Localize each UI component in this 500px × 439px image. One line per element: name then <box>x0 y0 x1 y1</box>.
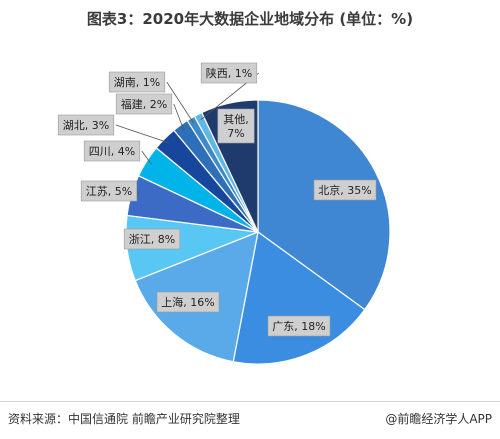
slice-label-box <box>57 114 115 136</box>
slice-label-text: 其他, <box>223 113 249 126</box>
slice-label-box <box>267 315 331 337</box>
slice-label-3: 上海, 16% <box>156 291 220 313</box>
footer-divider <box>0 401 500 402</box>
slice-label-9: 湖南, 1% <box>108 71 166 93</box>
slice-label-8: 福建, 2% <box>115 93 173 115</box>
brand-credit: @前瞻经济学人APP <box>385 412 492 426</box>
slice-label-box <box>217 108 255 144</box>
pie-slice-2 <box>232 230 366 365</box>
pie-chart: 北京, 35% 广东, 18% 上海, 16% 浙江, 8% 江苏, 5% 四川, 4% 湖… <box>57 62 391 365</box>
slice-label-box <box>123 228 181 250</box>
leader-line-5 <box>136 190 140 197</box>
slice-label-4: 浙江, 8% <box>123 228 181 250</box>
slice-label-11: 其他,7% <box>217 108 255 144</box>
leader-line-7 <box>115 124 170 144</box>
slice-label-7: 湖北, 3% <box>57 114 115 136</box>
slice-label-1: 北京, 35% <box>313 179 377 201</box>
slice-label-text: 四川, 4% <box>89 145 135 158</box>
slice-label-5: 江苏, 5% <box>80 180 138 202</box>
slice-label-box <box>200 62 258 84</box>
slice-label-text: 陕西, 1% <box>206 66 252 80</box>
leader-line-8 <box>173 103 185 131</box>
slice-labels: 北京, 35% 广东, 18% 上海, 16% 浙江, 8% 江苏, 5% 四川, 4% 湖… <box>57 62 377 337</box>
slice-label-text: 福建, 2% <box>121 97 167 111</box>
slice-label-text: 湖北, 3% <box>63 119 109 132</box>
slice-label-box <box>313 179 377 201</box>
slice-label-text: 7% <box>227 127 244 140</box>
source-note: 资料来源：中国信通院 前瞻产业研究院整理 <box>8 412 240 426</box>
slice-label-10: 陕西, 1% <box>200 62 258 84</box>
slice-label-box <box>156 291 220 313</box>
slice-label-box <box>115 93 173 115</box>
pie-slice-1 <box>257 99 391 311</box>
slice-label-6: 四川, 4% <box>83 140 141 162</box>
pie-slices <box>125 99 391 365</box>
slice-label-box <box>80 180 138 202</box>
slice-label-text: 广东, 18% <box>272 320 325 333</box>
slice-label-text: 浙江, 8% <box>129 233 175 246</box>
slice-label-text: 湖南, 1% <box>114 76 160 89</box>
leader-line-9 <box>166 81 195 124</box>
slice-label-box <box>83 140 141 162</box>
slice-label-text: 上海, 16% <box>161 295 214 309</box>
slice-label-text: 北京, 35% <box>318 183 371 197</box>
slice-label-text: 江苏, 5% <box>86 185 132 198</box>
chart-title: 图表3：2020年大数据企业地域分布 (单位：%) <box>86 10 414 28</box>
slice-label-2: 广东, 18% <box>267 315 331 337</box>
leader-line-6 <box>141 150 152 165</box>
slice-label-box <box>108 71 166 93</box>
